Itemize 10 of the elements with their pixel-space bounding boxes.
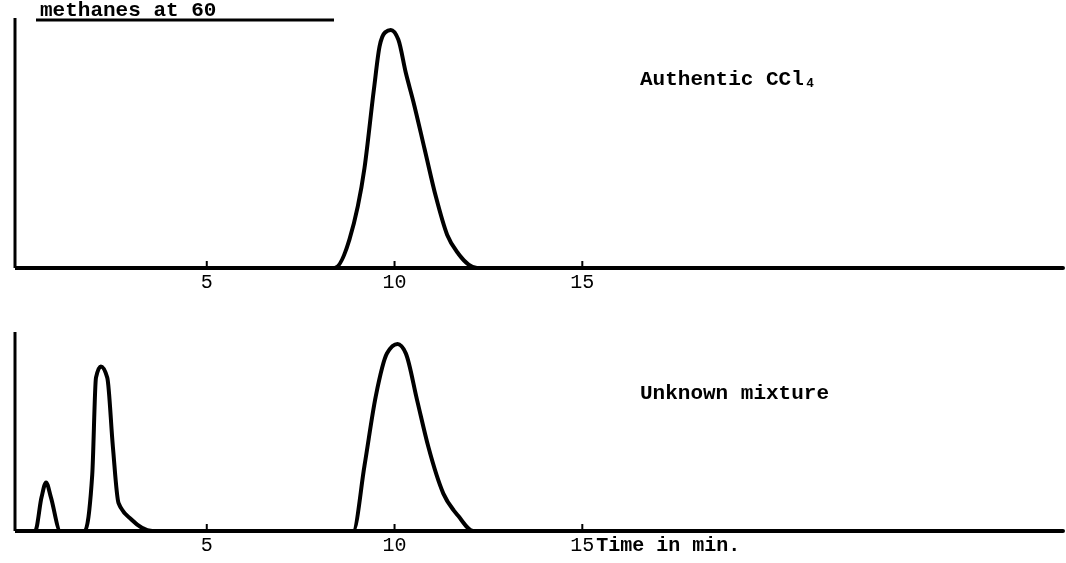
x-tick-label: 15: [570, 534, 595, 557]
annotation: Authentic CCl₄: [640, 68, 817, 91]
annotation: Unknown mixture: [640, 382, 830, 405]
x-tick-label: 10: [382, 271, 407, 294]
x-tick-label: 10: [382, 534, 407, 557]
x-tick-label: 5: [200, 271, 213, 294]
x-tick-label: 5: [200, 534, 213, 557]
x-tick-label: 15: [570, 271, 595, 294]
x-axis-title: Time in min.: [596, 534, 741, 557]
chart-title: methanes at 60: [40, 0, 217, 22]
